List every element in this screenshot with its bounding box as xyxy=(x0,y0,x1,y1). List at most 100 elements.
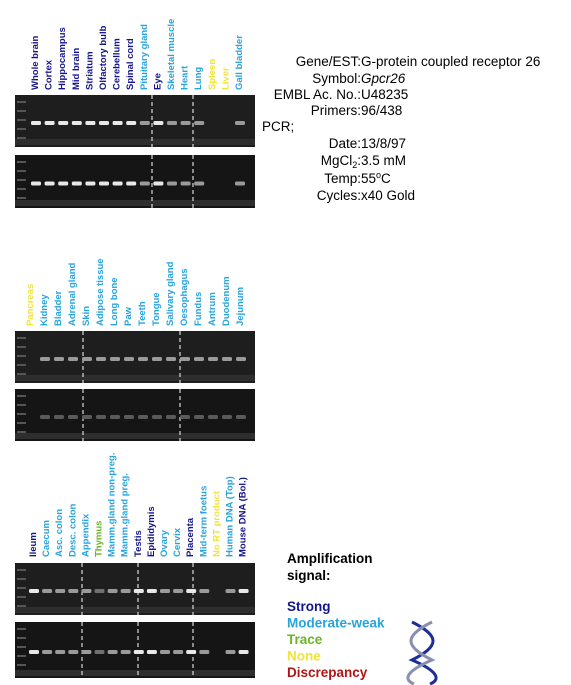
dna-strand xyxy=(406,620,436,685)
lane-label: Liver xyxy=(220,67,231,90)
ladder-band xyxy=(17,422,26,424)
lane-label: Eye xyxy=(152,73,163,90)
band xyxy=(194,415,204,419)
band xyxy=(153,121,164,125)
legend-item: Trace xyxy=(287,632,323,647)
ladder-band xyxy=(17,578,26,580)
ladder-band xyxy=(17,596,26,598)
band xyxy=(167,181,177,186)
band xyxy=(167,121,177,125)
legend-item: Strong xyxy=(287,599,331,614)
band xyxy=(160,650,170,654)
band xyxy=(107,650,118,654)
lane-label: Caecum xyxy=(41,520,52,557)
band xyxy=(124,357,134,361)
band xyxy=(58,121,69,125)
legend-item: Moderate-weak xyxy=(287,616,385,631)
info-value: Gpcr26 xyxy=(361,71,406,86)
band xyxy=(96,357,106,361)
band xyxy=(96,415,106,419)
band xyxy=(225,589,236,593)
band xyxy=(58,181,69,186)
band xyxy=(107,589,118,593)
band xyxy=(71,181,82,186)
info-value: U48235 xyxy=(361,87,408,102)
info-value: G-protein coupled receptor 26 xyxy=(361,54,540,69)
band xyxy=(238,589,249,593)
band xyxy=(166,415,176,419)
band xyxy=(180,121,191,125)
lane-label: Thymus xyxy=(94,521,105,557)
band xyxy=(199,650,210,654)
band xyxy=(112,181,123,186)
lane-label: Spinal cord xyxy=(125,38,136,90)
ladder-band xyxy=(17,655,26,657)
ladder-band xyxy=(17,646,26,648)
band xyxy=(54,415,64,419)
lane-label: Salivary gland xyxy=(165,261,176,326)
legend-item: None xyxy=(287,649,321,664)
band xyxy=(29,650,39,654)
band xyxy=(139,181,150,186)
band xyxy=(152,357,162,361)
lane-label: Ileum xyxy=(28,532,39,557)
band xyxy=(44,121,55,125)
lane-label: Spleen xyxy=(207,59,218,90)
band xyxy=(68,415,78,419)
band xyxy=(180,357,190,361)
band xyxy=(55,650,66,654)
ladder-band xyxy=(17,413,26,415)
band xyxy=(124,415,134,419)
legend-title: signal: xyxy=(287,568,331,583)
band xyxy=(110,357,120,361)
band xyxy=(236,415,246,419)
info-key: Date: xyxy=(329,136,361,151)
band xyxy=(208,357,218,361)
lane-label: Skin xyxy=(81,306,92,326)
lane-label: Desc. colon xyxy=(67,503,78,557)
ladder-band xyxy=(17,110,26,112)
band xyxy=(160,589,170,593)
ladder-band xyxy=(17,587,26,589)
band xyxy=(112,121,123,125)
band xyxy=(153,181,164,186)
band xyxy=(235,181,245,186)
band xyxy=(126,121,137,125)
lane-label: Kidney xyxy=(39,294,50,326)
lane-label: Bladder xyxy=(53,290,64,326)
band xyxy=(208,415,218,419)
ladder-band xyxy=(17,128,26,130)
band xyxy=(180,415,190,419)
band xyxy=(180,181,191,186)
ladder-band xyxy=(17,179,26,181)
superscript: o xyxy=(376,170,381,180)
lane-label: Mid brain xyxy=(71,48,82,90)
band xyxy=(54,357,64,361)
band xyxy=(99,181,109,186)
gel-bottom-glow xyxy=(15,139,255,145)
lane-label: Tongue xyxy=(151,292,162,326)
dna-strand xyxy=(408,620,438,685)
band xyxy=(40,357,50,361)
band xyxy=(82,357,92,361)
lane-label: Mamm.gland preg. xyxy=(120,473,131,557)
band xyxy=(120,650,131,654)
lane-label: Fundus xyxy=(193,292,204,326)
ladder-band xyxy=(17,373,26,375)
band xyxy=(186,589,197,593)
band xyxy=(146,589,157,593)
lane-label: Paw xyxy=(123,306,134,326)
ladder-band xyxy=(17,119,26,121)
ladder-band xyxy=(17,188,26,190)
band xyxy=(94,589,105,593)
legend-title: Amplification xyxy=(287,551,373,566)
info-value: 55oC xyxy=(361,170,391,186)
band xyxy=(82,415,92,419)
lane-label: Duodenum xyxy=(221,276,232,326)
gel-bottom-glow xyxy=(15,200,255,206)
info-key-text: MgCl xyxy=(321,153,353,168)
ladder-band xyxy=(17,569,26,571)
band xyxy=(31,121,41,125)
lane-label: Mouse DNA (Bol.) xyxy=(238,477,249,557)
